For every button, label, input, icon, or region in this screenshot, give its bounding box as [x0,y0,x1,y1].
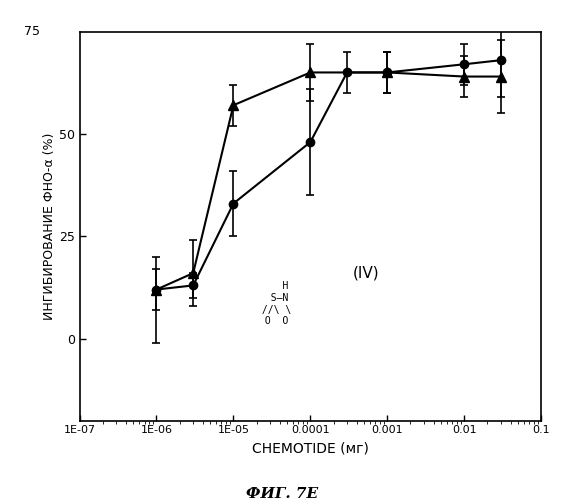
Text: 75: 75 [24,25,40,38]
Text: H
  S—N
 //\ \
 O  O: H S—N //\ \ O O [256,282,291,327]
X-axis label: CHEMOTIDE (мг): CHEMOTIDE (мг) [252,441,369,455]
Text: ФИГ. 7E: ФИГ. 7E [246,486,319,500]
Text: (IV): (IV) [353,265,379,280]
Y-axis label: ИНГИБИРОВАНИЕ ФНО-α (%): ИНГИБИРОВАНИЕ ФНО-α (%) [43,132,56,320]
